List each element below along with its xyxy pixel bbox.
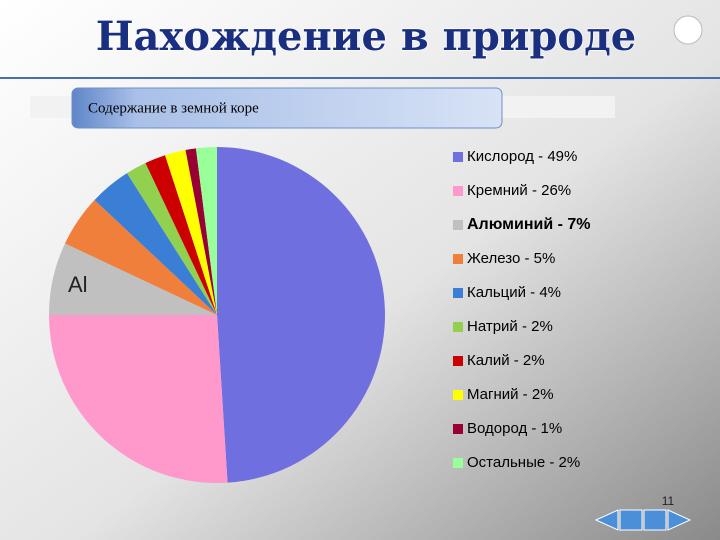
nav-prev[interactable] (594, 509, 619, 531)
legend-swatch (453, 390, 463, 400)
legend-swatch (453, 152, 463, 162)
chart-title: Содержание в земной коре (88, 100, 259, 116)
pie-slice (49, 315, 228, 483)
legend: Кислород - 49% Кремний - 26% Алюминий - 7%… (453, 148, 591, 471)
legend-swatch (453, 356, 463, 366)
pie-slice (49, 243, 217, 315)
legend-swatch (453, 424, 463, 434)
legend-label: Алюминий - 7% (467, 216, 591, 233)
pie-slice (195, 147, 217, 315)
nav-next[interactable] (667, 509, 692, 531)
legend-label: Кальций - 4% (467, 284, 561, 301)
subtitle-box (71, 87, 503, 129)
legend-label: Магний - 2% (467, 386, 554, 403)
legend-label: Калий - 2% (467, 352, 545, 369)
pie-slice (64, 199, 218, 315)
nav-buttons (594, 509, 692, 531)
title: Нахождение в природе (96, 13, 636, 60)
nav-menu[interactable] (643, 509, 667, 531)
decor-circle (673, 15, 703, 45)
legend-label: Водород - 1% (467, 420, 562, 437)
pie-slice (185, 148, 217, 315)
legend-label: Кремний - 26% (467, 182, 571, 199)
annotation: Al (68, 272, 88, 297)
pie-slice (145, 155, 217, 315)
page-number: 11 (662, 494, 675, 508)
pie-slice (94, 173, 217, 315)
legend-label: Кислород - 49% (467, 148, 577, 165)
legend-swatch (453, 220, 463, 230)
nav-home[interactable] (619, 509, 643, 531)
pie (49, 147, 386, 483)
legend-swatch (453, 254, 463, 264)
legend-swatch (453, 322, 463, 332)
pie-slice (217, 147, 386, 483)
legend-swatch (453, 288, 463, 298)
legend-label: Железо - 5% (467, 250, 555, 267)
legend-label: Остальные - 2% (467, 454, 580, 471)
pie-slice (126, 162, 217, 315)
legend-swatch (453, 186, 463, 196)
pie-slice (165, 149, 217, 315)
legend-swatch (453, 458, 463, 468)
legend-label: Натрий - 2% (467, 318, 553, 335)
